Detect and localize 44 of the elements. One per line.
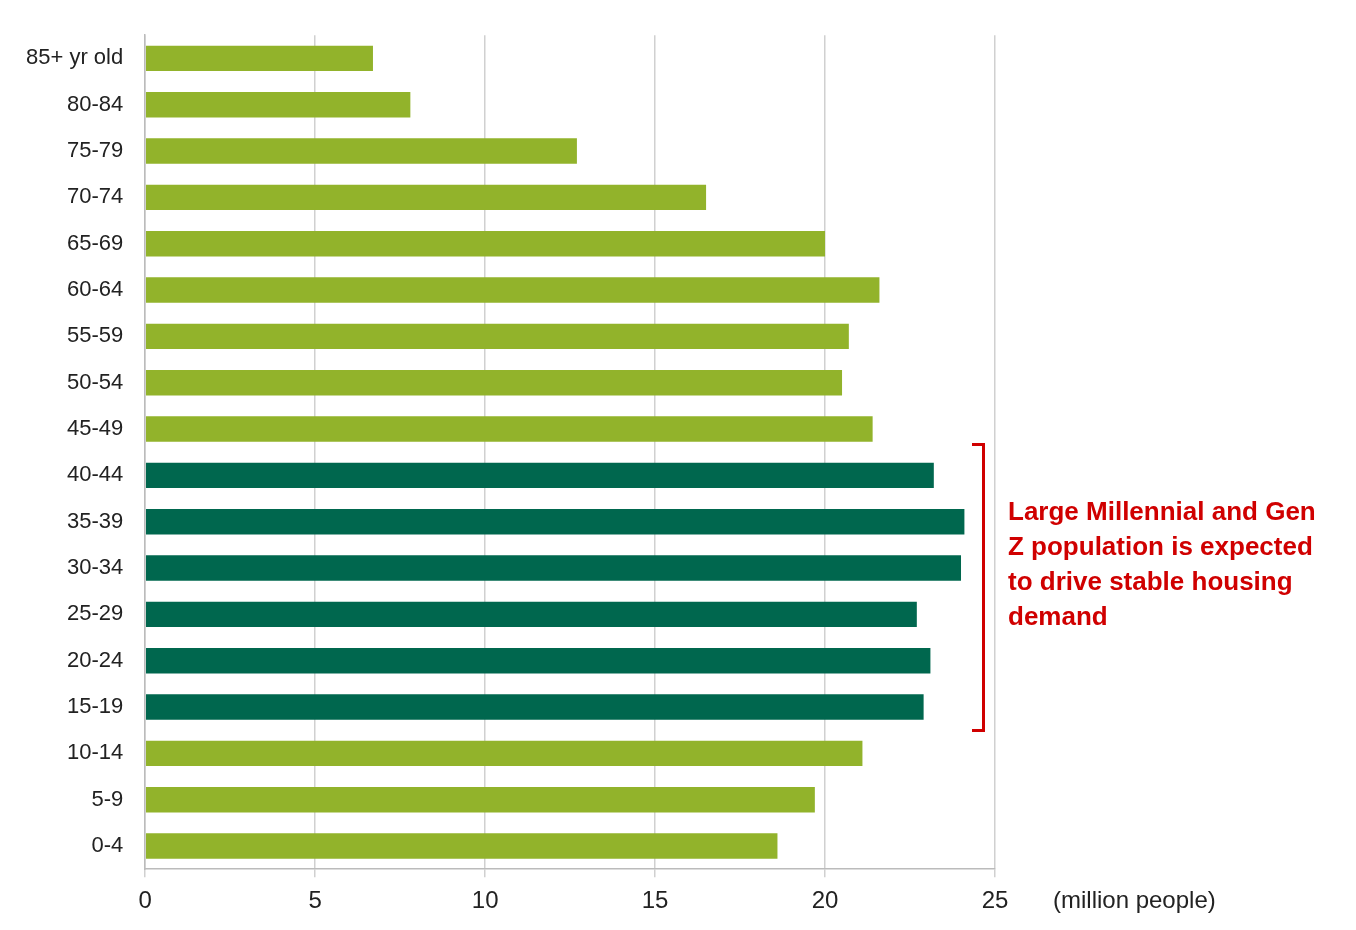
bar	[145, 416, 873, 442]
x-tick-label: 10	[471, 886, 499, 914]
y-tick-label: 0-4	[91, 832, 124, 858]
y-tick-label: 30-34	[66, 554, 124, 580]
y-tick-label: 10-14	[66, 739, 124, 765]
y-tick-label: 55-59	[66, 322, 124, 348]
y-tick-label: 40-44	[66, 461, 124, 487]
y-tick-label: 5-9	[91, 785, 124, 811]
y-tick-label: 50-54	[66, 368, 124, 394]
y-tick-label: 25-29	[66, 600, 124, 626]
bar	[145, 508, 965, 535]
bar	[145, 694, 924, 720]
x-axis-title: (million people)	[1053, 885, 1216, 913]
y-tick-label: 45-49	[66, 415, 124, 441]
y-tick-label: 15-19	[66, 693, 124, 719]
bar	[145, 91, 411, 118]
bar	[145, 740, 863, 767]
bar	[145, 45, 373, 72]
y-tick-label: 75-79	[66, 137, 124, 163]
bar	[145, 555, 962, 581]
text: Large Millennial and Gen Z population is expected to drive stable housing demand	[1008, 495, 1317, 634]
y-tick-label: 65-69	[66, 229, 124, 255]
y-tick-label: 20-24	[66, 646, 124, 672]
bar	[145, 462, 934, 489]
x-tick-label: 0	[138, 886, 152, 914]
x-tick-label: 5	[308, 886, 322, 914]
bar	[145, 786, 815, 813]
y-tick-label: 35-39	[66, 507, 124, 533]
y-tick-label: 80-84	[66, 90, 124, 116]
bar	[145, 138, 577, 164]
x-tick-label: 15	[641, 886, 669, 914]
bar	[145, 601, 917, 628]
bar	[145, 833, 778, 859]
x-tick-label: 20	[811, 886, 839, 914]
y-tick-label: 60-64	[66, 276, 124, 302]
bar	[145, 277, 880, 303]
bar	[145, 184, 707, 211]
bar	[145, 647, 931, 674]
y-tick-label: 85+ yr old	[25, 44, 124, 70]
bar	[145, 369, 843, 396]
x-tick-label: 25	[981, 886, 1009, 914]
y-tick-label: 70-74	[66, 183, 124, 209]
bar	[145, 323, 849, 350]
bar	[145, 230, 826, 257]
